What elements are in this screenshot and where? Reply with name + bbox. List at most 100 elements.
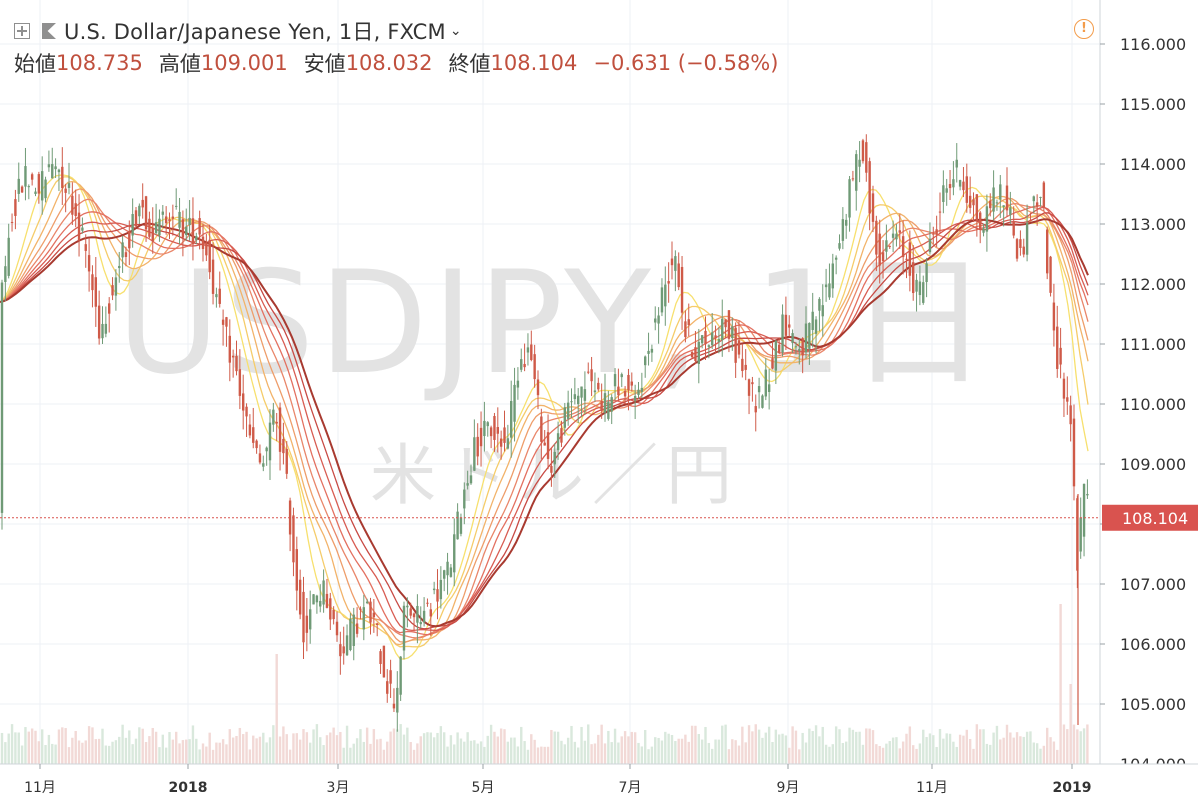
volume-bar [399,724,402,764]
volume-bar [573,741,577,764]
candle-body [597,382,600,390]
candle-body [764,369,767,397]
symbol-title[interactable]: U.S. Dollar/Japanese Yen, 1日, FXCM [64,20,446,44]
y-tick-label: 107.000 [1120,575,1186,594]
candle-body [362,607,365,630]
candle-body [30,174,34,180]
candle-body [469,475,473,484]
volume-bar [134,738,138,764]
volume-bar [761,737,764,764]
candle-body [4,266,7,282]
volume-bar [610,742,613,764]
volume-bar [583,740,587,764]
volume-bar [1066,729,1069,764]
volume-bar [657,737,660,764]
candle-body [34,191,37,194]
volume-bar [483,746,486,764]
volume-bar [764,732,767,764]
volume-bar [948,733,952,764]
candle-body [794,346,798,348]
candle-body [577,395,580,405]
volume-bar [510,737,513,764]
candle-body [272,409,275,425]
candle-body [506,438,510,449]
volume-bar [871,730,875,764]
candle-body [721,318,724,340]
candle-body [185,226,188,236]
candle-body [1025,222,1029,255]
candle-body [912,262,915,294]
volume-bar [707,742,711,764]
candle-body [71,195,74,215]
volume-bar [563,744,566,764]
candle-body [379,651,382,664]
volume-bar [932,735,935,764]
candle-body [225,317,228,327]
volume-bar [811,731,814,764]
volume-bar [1086,724,1089,764]
change-value: −0.631 (−0.58%) [593,51,779,75]
volume-bar [309,742,312,764]
candle-body [640,387,644,392]
candle-body [111,285,114,296]
candle-body [600,401,603,411]
candle-body [848,179,851,218]
volume-bar [530,734,533,764]
volume-bar [151,727,154,764]
volume-bar [700,739,704,764]
candle-body [731,326,734,339]
candle-body [995,202,999,204]
candle-body [968,195,972,208]
candle-body [158,218,161,236]
candle-body [717,339,721,343]
candle-body [138,205,141,217]
volume-bar [496,736,499,764]
volume-bar [620,736,623,764]
y-tick-label: 109.000 [1120,455,1186,474]
volume-bar [781,733,784,764]
volume-bar [426,732,429,764]
candle-body [657,315,660,324]
alert-icon[interactable]: ! [1074,19,1094,39]
volume-bar [148,736,151,764]
candle-body [278,407,282,452]
candle-body [824,284,828,288]
collapse-icon[interactable] [14,23,30,39]
volume-bar [0,732,4,764]
candle-body [298,579,302,615]
candle-body [211,259,215,294]
candle-body [814,319,818,334]
candle-body [131,214,134,236]
volume-bar [295,733,298,764]
volume-bar [989,744,992,764]
volume-bar [660,740,664,764]
close-label: 終値 [448,52,491,76]
volume-bar [724,724,727,764]
volume-bar [463,741,466,764]
candle-body [409,608,412,616]
candle-body [667,281,670,284]
candle-body [47,164,51,168]
candle-body [77,212,81,241]
candle-body [345,635,349,656]
chevron-down-icon[interactable]: ⌄ [449,23,462,39]
candle-body [1019,239,1022,249]
candle-body [57,169,61,173]
flag-icon[interactable] [42,23,56,39]
volume-bar [841,742,845,764]
volume-bar [138,727,141,764]
candle-body [84,244,87,251]
candles [0,134,1089,732]
candle-body [1002,205,1005,208]
volume-bar [965,729,968,764]
candle-body [121,242,124,258]
volume-bar [1025,731,1029,764]
x-tick-label: 9月 [777,780,800,796]
y-tick-label: 114.000 [1120,155,1186,174]
candle-body [855,154,858,191]
candle-body [630,381,633,386]
volume-bar [94,739,97,764]
candle-body [91,274,94,291]
